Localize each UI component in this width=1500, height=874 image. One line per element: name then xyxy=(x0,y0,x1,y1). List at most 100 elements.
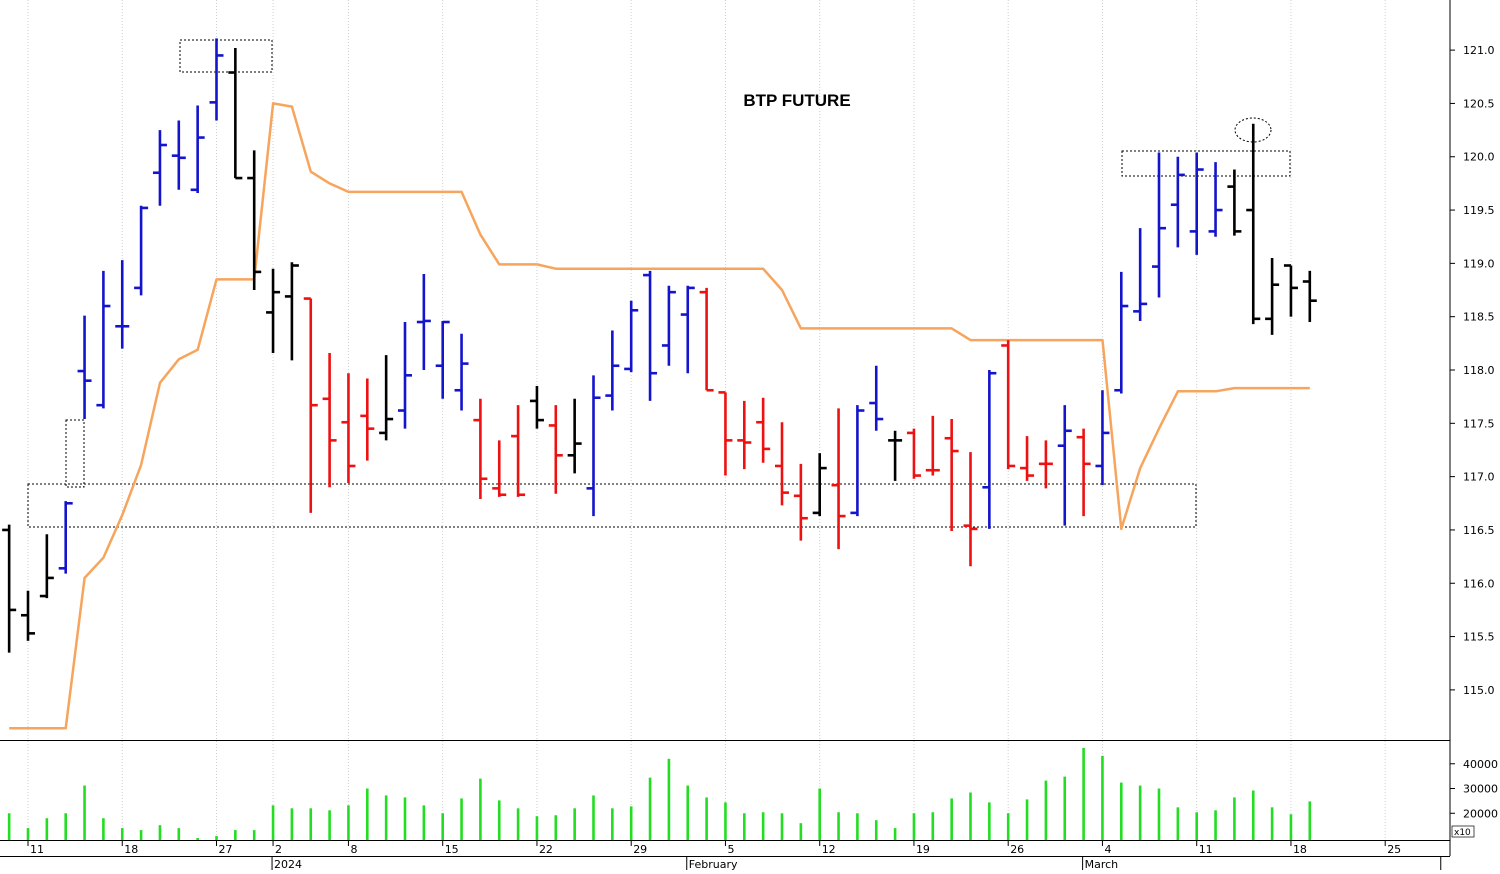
volume-bar xyxy=(1044,780,1048,840)
volume-bar xyxy=(931,812,935,840)
labels: 115.0 115.5 116.0 116.5 117.0 117.5 118.0 118.5… xyxy=(27,44,1498,871)
annotations xyxy=(27,39,1291,528)
volume-bar xyxy=(139,830,143,840)
x-tick-label: 19 xyxy=(916,843,930,856)
volume-tick-label: 20000 xyxy=(1463,807,1498,820)
volume-unit-label: x10 xyxy=(1454,828,1471,838)
volume-bar xyxy=(611,808,614,840)
annotation-ellipse xyxy=(1234,117,1272,143)
volume-bar xyxy=(441,813,444,840)
volume-bar xyxy=(1082,747,1085,840)
y-tick-label: 120.0 xyxy=(1463,151,1495,164)
volume-bar xyxy=(1138,785,1142,840)
x-tick-label: 11 xyxy=(30,843,44,856)
axes xyxy=(0,0,1451,857)
chart-title: BTP FUTURE xyxy=(743,91,850,110)
volume-bar xyxy=(761,812,765,840)
volume-bar xyxy=(686,785,690,840)
x-tick-label: 27 xyxy=(219,843,233,856)
volume-bar xyxy=(422,805,426,840)
volume-bar xyxy=(1025,799,1029,840)
volume-bar xyxy=(7,813,11,840)
y-tick-label: 119.5 xyxy=(1463,204,1495,217)
volume-bar xyxy=(64,813,67,840)
volume-bar xyxy=(45,818,49,840)
volume-bar xyxy=(460,798,463,840)
volume-bar xyxy=(893,828,897,840)
y-tick-label: 116.0 xyxy=(1463,577,1495,590)
volume-bar xyxy=(1308,801,1312,840)
volume-bar xyxy=(516,808,520,840)
volume-bar xyxy=(724,802,727,840)
x-tick-label: 18 xyxy=(124,843,138,856)
volume-bar xyxy=(743,813,746,840)
volume-bar xyxy=(234,830,237,840)
volume-bar xyxy=(950,798,953,840)
volume-bar xyxy=(648,777,652,840)
y-tick-label: 118.5 xyxy=(1463,311,1495,324)
volume-bar xyxy=(366,788,369,840)
volume-bar xyxy=(705,797,708,840)
volume-bar xyxy=(837,812,840,840)
x-tick-label: 25 xyxy=(1387,843,1401,856)
volume-bar xyxy=(403,797,407,840)
volume-bar xyxy=(969,792,972,840)
volume-bar xyxy=(780,813,784,840)
volume-bar xyxy=(347,805,350,840)
annotation-box xyxy=(65,419,85,488)
x-tick-label: 29 xyxy=(633,843,647,856)
volume-bar xyxy=(629,806,633,840)
x-tick-label: 2 xyxy=(275,843,282,856)
x-tick-label: 12 xyxy=(822,843,836,856)
volume-bar xyxy=(874,820,878,840)
volume-bar xyxy=(177,828,181,840)
month-label: March xyxy=(1085,858,1119,870)
volume-bar xyxy=(1270,807,1274,840)
volume-bar xyxy=(196,838,199,840)
x-tick-label: 11 xyxy=(1199,843,1213,856)
month-label: 2024 xyxy=(274,858,302,870)
volume-bar xyxy=(912,813,916,840)
x-tick-label: 22 xyxy=(539,843,553,856)
volume-bar xyxy=(1251,790,1255,840)
volume-bar xyxy=(1214,810,1217,840)
volume-bar xyxy=(535,816,539,840)
y-tick-label: 115.0 xyxy=(1463,684,1495,697)
x-tick-label: 8 xyxy=(350,843,357,856)
y-tick-label: 116.5 xyxy=(1463,524,1495,537)
volume-bar xyxy=(1101,755,1104,840)
y-tick-label: 115.5 xyxy=(1463,631,1495,644)
volume-bar xyxy=(1176,807,1180,840)
volume-bar xyxy=(158,825,162,840)
volume-tick-label: 40000 xyxy=(1463,758,1498,771)
volume-bar xyxy=(1120,782,1123,840)
volume-bar xyxy=(497,800,501,840)
annotation-box xyxy=(179,39,273,73)
volume-bar xyxy=(554,815,558,840)
volume-bar xyxy=(328,810,331,840)
volume-bar xyxy=(384,795,388,840)
volume-bar xyxy=(1233,797,1236,840)
y-tick-label: 121.0 xyxy=(1463,44,1495,57)
marks xyxy=(2,38,1317,840)
y-tick-label: 117.5 xyxy=(1463,417,1495,430)
unit-box xyxy=(1451,825,1475,838)
volume-bar xyxy=(102,818,105,840)
annotation-box xyxy=(27,483,1197,528)
x-tick-label: 18 xyxy=(1293,843,1307,856)
y-tick-label: 120.5 xyxy=(1463,97,1495,110)
volume-bar xyxy=(1063,776,1067,840)
y-tick-label: 117.0 xyxy=(1463,471,1495,484)
volume-bar xyxy=(573,808,576,840)
x-tick-label: 4 xyxy=(1104,843,1111,856)
annotation-box xyxy=(1121,150,1291,177)
volume-bar xyxy=(215,836,218,840)
volume-bar xyxy=(667,758,671,840)
volume-bar xyxy=(1195,812,1198,840)
volume-bar xyxy=(83,785,86,840)
volume-bar xyxy=(1006,813,1010,840)
volume-bar xyxy=(988,802,991,840)
